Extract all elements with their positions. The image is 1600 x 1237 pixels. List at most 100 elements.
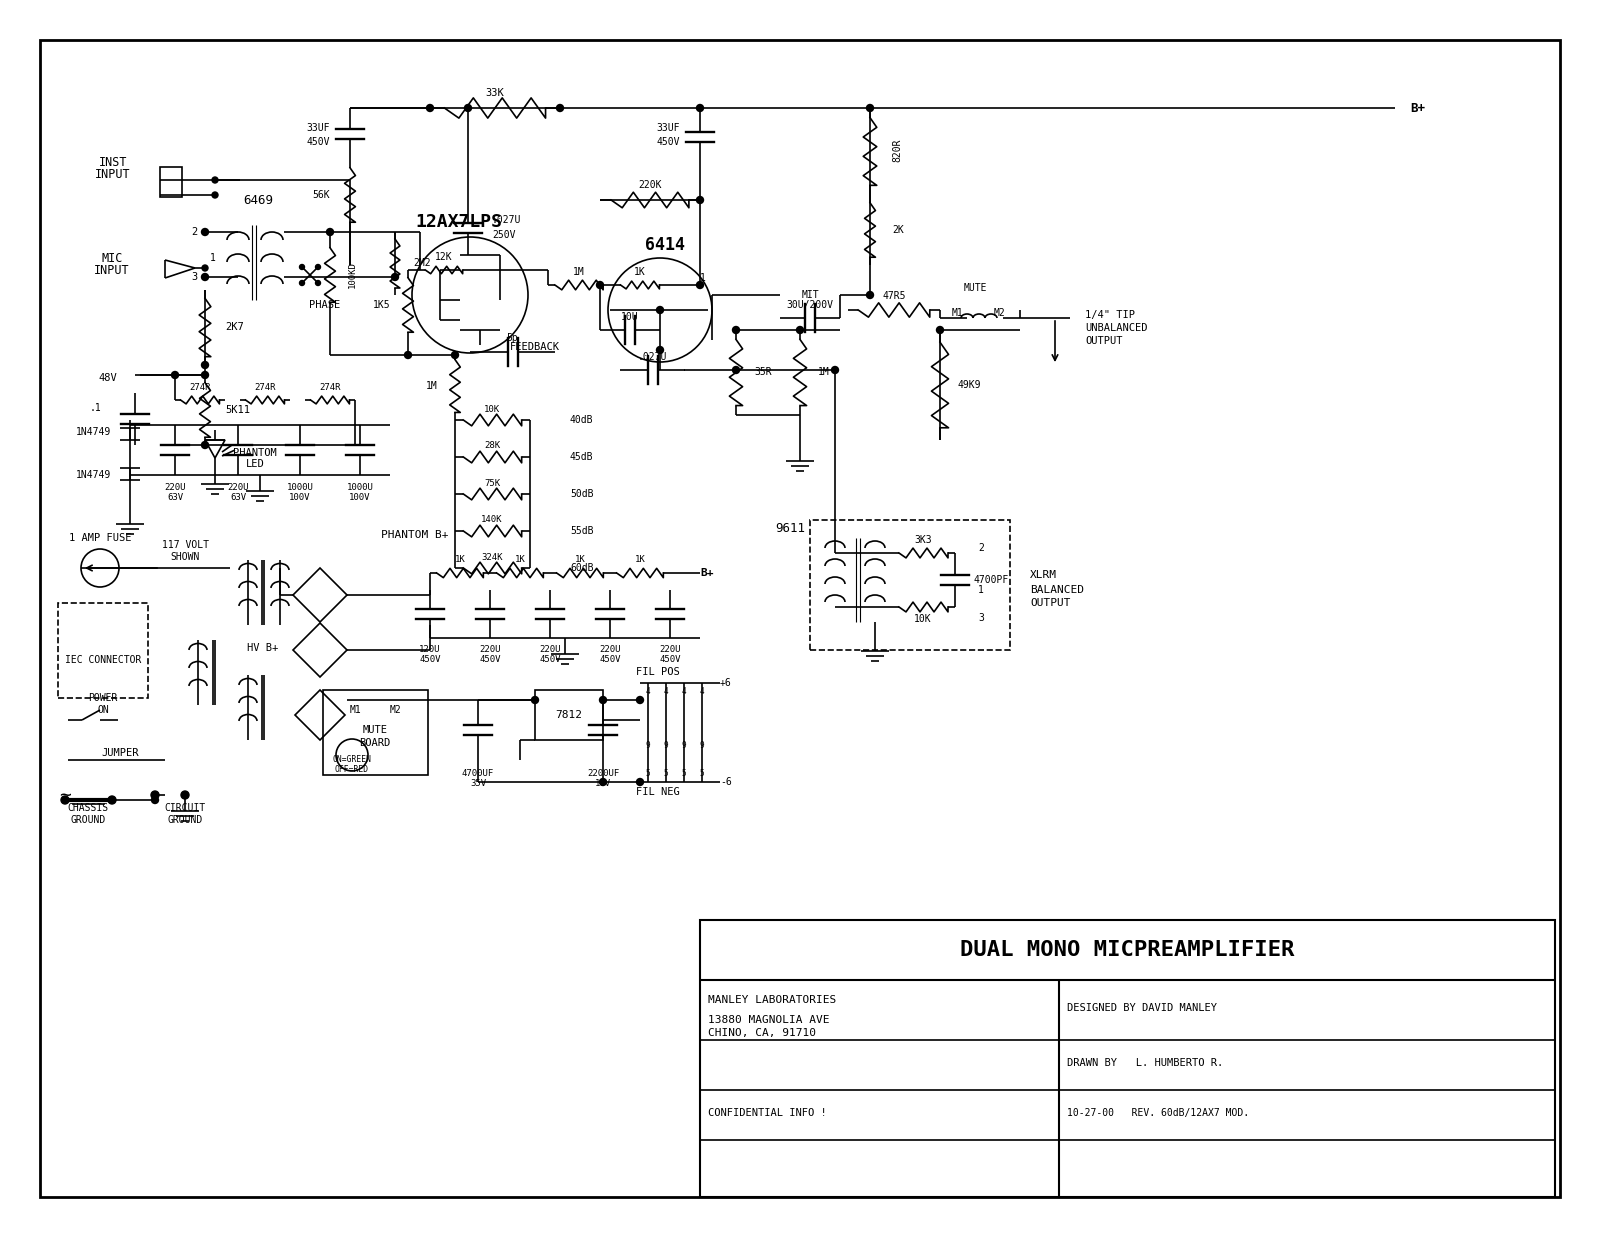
Circle shape xyxy=(696,104,704,111)
Circle shape xyxy=(299,265,304,270)
Text: 1: 1 xyxy=(701,273,706,283)
Text: 7812: 7812 xyxy=(555,710,582,720)
Text: LED: LED xyxy=(246,459,264,469)
Text: 33UF: 33UF xyxy=(656,122,680,134)
Text: OUTPUT: OUTPUT xyxy=(1085,336,1123,346)
Text: 2M2: 2M2 xyxy=(413,259,430,268)
Text: OFF=RED: OFF=RED xyxy=(334,766,370,774)
Circle shape xyxy=(202,361,208,369)
Text: 5K11: 5K11 xyxy=(226,404,250,414)
Text: 49K9: 49K9 xyxy=(958,380,981,390)
Text: DUAL MONO MICPREAMPLIFIER: DUAL MONO MICPREAMPLIFIER xyxy=(960,940,1294,960)
Text: GROUND: GROUND xyxy=(70,815,106,825)
Text: 2K: 2K xyxy=(893,225,904,235)
Text: 1/4" TIP: 1/4" TIP xyxy=(1085,310,1134,320)
Text: 5: 5 xyxy=(664,768,669,778)
Text: GROUND: GROUND xyxy=(168,815,203,825)
Text: 2K7: 2K7 xyxy=(226,322,243,332)
Text: ON=GREEN: ON=GREEN xyxy=(333,756,371,764)
Text: CHASSIS: CHASSIS xyxy=(67,803,109,813)
Text: 60dB: 60dB xyxy=(570,563,594,573)
Text: 450V: 450V xyxy=(659,656,680,664)
Text: 100V: 100V xyxy=(349,494,371,502)
Circle shape xyxy=(936,327,944,334)
Text: FIL POS: FIL POS xyxy=(637,667,680,677)
Text: 12AX7LPS: 12AX7LPS xyxy=(414,213,502,231)
Text: 1K: 1K xyxy=(634,267,646,277)
Text: 6469: 6469 xyxy=(243,193,274,207)
Circle shape xyxy=(315,281,320,286)
Text: 1M: 1M xyxy=(573,267,586,277)
Bar xyxy=(58,602,147,698)
Text: M2: M2 xyxy=(389,705,402,715)
Text: 220U: 220U xyxy=(227,484,248,492)
Text: IEC CONNECTOR: IEC CONNECTOR xyxy=(66,656,141,666)
Circle shape xyxy=(427,104,434,111)
Text: 100V: 100V xyxy=(290,494,310,502)
Circle shape xyxy=(464,104,472,111)
Text: 5: 5 xyxy=(682,768,686,778)
Text: 30U/200V: 30U/200V xyxy=(787,301,834,310)
Bar xyxy=(810,520,1010,649)
Text: 35V: 35V xyxy=(470,778,486,788)
Text: 63V: 63V xyxy=(230,494,246,502)
Text: PHANTOM B+: PHANTOM B+ xyxy=(381,529,448,541)
Bar xyxy=(534,690,603,740)
Text: B+: B+ xyxy=(701,568,714,578)
Text: 28K: 28K xyxy=(483,442,501,450)
Bar xyxy=(160,167,182,197)
Text: 10U: 10U xyxy=(621,312,638,322)
Text: FEEDBACK: FEEDBACK xyxy=(510,341,560,353)
Text: 75K: 75K xyxy=(483,479,501,487)
Text: 1K: 1K xyxy=(635,555,645,564)
Text: 33UF: 33UF xyxy=(306,122,330,134)
Text: 1M: 1M xyxy=(426,381,438,391)
Text: 1K: 1K xyxy=(454,555,466,564)
Circle shape xyxy=(637,696,643,704)
Text: BALANCED: BALANCED xyxy=(1030,585,1085,595)
Text: 3: 3 xyxy=(978,614,984,623)
Circle shape xyxy=(600,696,606,704)
Text: HV B+: HV B+ xyxy=(246,643,278,653)
Text: 40dB: 40dB xyxy=(570,414,594,426)
Text: 5p: 5p xyxy=(506,333,518,343)
Text: 274R: 274R xyxy=(189,383,211,392)
Text: INPUT: INPUT xyxy=(94,168,131,182)
Circle shape xyxy=(202,273,208,281)
Text: 56K: 56K xyxy=(312,190,330,200)
Text: 12K: 12K xyxy=(435,252,453,262)
Text: MUTE: MUTE xyxy=(963,283,987,293)
Circle shape xyxy=(211,192,218,198)
Text: 10-27-00   REV. 60dB/12AX7 MOD.: 10-27-00 REV. 60dB/12AX7 MOD. xyxy=(1067,1108,1250,1118)
Text: 16V: 16V xyxy=(595,778,611,788)
Circle shape xyxy=(797,327,803,334)
Text: 9: 9 xyxy=(664,741,669,750)
Text: 1K5: 1K5 xyxy=(373,301,390,310)
Circle shape xyxy=(211,177,218,183)
Circle shape xyxy=(202,229,208,235)
Text: 3: 3 xyxy=(192,272,198,282)
Text: 117 VOLT: 117 VOLT xyxy=(162,541,208,550)
Circle shape xyxy=(637,778,643,785)
Text: DESIGNED BY DAVID MANLEY: DESIGNED BY DAVID MANLEY xyxy=(1067,1003,1218,1013)
Text: INPUT: INPUT xyxy=(94,263,130,277)
Text: 1 AMP FUSE: 1 AMP FUSE xyxy=(69,533,131,543)
Circle shape xyxy=(451,351,459,359)
Text: JUMPER: JUMPER xyxy=(101,748,139,758)
Text: 1000U: 1000U xyxy=(347,484,373,492)
Circle shape xyxy=(867,104,874,111)
Text: CIRCUIT: CIRCUIT xyxy=(165,803,205,813)
Text: BOARD: BOARD xyxy=(360,738,390,748)
Text: PHASE: PHASE xyxy=(309,301,341,310)
Circle shape xyxy=(315,265,320,270)
Circle shape xyxy=(171,371,179,379)
Text: UNBALANCED: UNBALANCED xyxy=(1085,323,1147,333)
Text: 4: 4 xyxy=(699,688,704,696)
Text: ~: ~ xyxy=(59,785,70,804)
Circle shape xyxy=(531,696,539,704)
Text: 35R: 35R xyxy=(754,367,771,377)
Text: 55dB: 55dB xyxy=(570,526,594,536)
Text: M1: M1 xyxy=(952,308,963,318)
Text: 10K: 10K xyxy=(483,404,501,413)
Text: MIC: MIC xyxy=(101,251,123,265)
